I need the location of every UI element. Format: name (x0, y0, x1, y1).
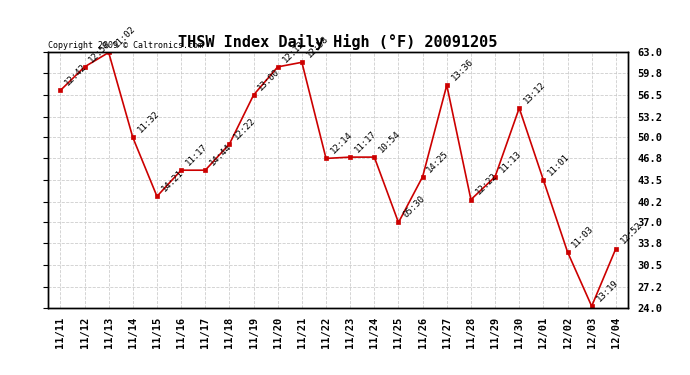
Text: 14:44: 14:44 (208, 142, 233, 167)
Text: 12:42: 12:42 (63, 62, 88, 88)
Text: 12:22: 12:22 (233, 116, 257, 141)
Text: 14:25: 14:25 (426, 148, 451, 174)
Text: 12:14: 12:14 (329, 130, 354, 156)
Text: 05:30: 05:30 (402, 194, 426, 220)
Text: 11:01: 11:01 (546, 152, 571, 177)
Text: Copyright 2009 © Caltronics.com: Copyright 2009 © Caltronics.com (48, 41, 204, 50)
Text: 13:12: 13:12 (522, 80, 547, 105)
Text: 11:32: 11:32 (136, 110, 161, 135)
Text: 11:17: 11:17 (353, 129, 378, 154)
Text: 13:19: 13:19 (595, 278, 620, 303)
Text: 11:17: 11:17 (184, 142, 209, 167)
Text: 12:58: 12:58 (88, 39, 112, 64)
Text: 13:00: 13:00 (257, 67, 282, 92)
Text: 14:21: 14:21 (160, 168, 185, 194)
Text: 11:13: 11:13 (498, 148, 523, 174)
Text: 12:52: 12:52 (619, 220, 644, 246)
Text: 10:54: 10:54 (377, 129, 402, 154)
Text: 12:58: 12:58 (305, 34, 330, 60)
Text: 12:12: 12:12 (281, 39, 306, 64)
Text: 11:03: 11:03 (571, 224, 595, 249)
Text: 13:36: 13:36 (450, 57, 475, 82)
Title: THSW Index Daily High (°F) 20091205: THSW Index Daily High (°F) 20091205 (179, 34, 497, 50)
Text: 12:22: 12:22 (474, 171, 499, 197)
Text: 11:02: 11:02 (112, 24, 137, 50)
